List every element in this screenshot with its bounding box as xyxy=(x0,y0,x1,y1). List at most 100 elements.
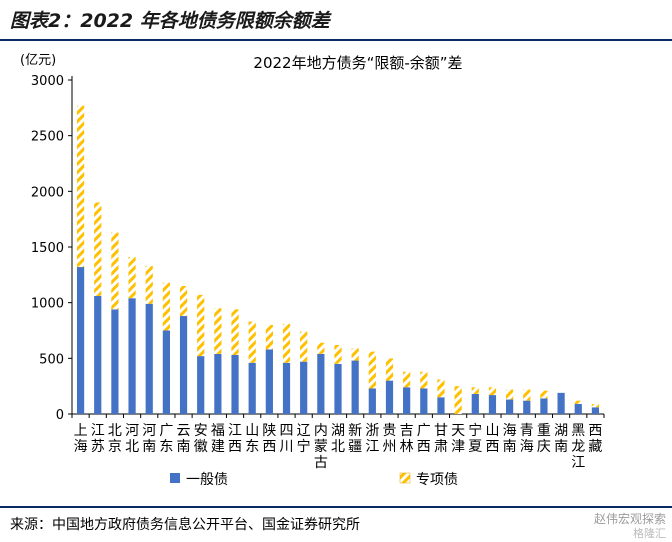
bar-general-3 xyxy=(128,298,136,414)
bar-general-1 xyxy=(94,295,102,414)
x-tick-label-14-1: 蒙 xyxy=(314,439,328,455)
bar-special-19 xyxy=(403,371,411,388)
x-tick-label-6-0: 云 xyxy=(177,423,191,439)
x-tick-label-10-1: 东 xyxy=(245,439,259,455)
x-tick-label-17-0: 浙 xyxy=(365,423,379,439)
x-tick-label-28-1: 南 xyxy=(554,439,568,455)
bar-general-14 xyxy=(317,353,325,414)
x-tick-label-5-1: 东 xyxy=(159,439,173,455)
bar-special-9 xyxy=(231,309,239,355)
y-tick-label: 3000 xyxy=(31,74,64,89)
stacked-bar-chart: 2022年地方债务“限额-余额”差 (亿元) 0 500 1000 1500 2000 250… xyxy=(20,53,605,488)
bar-special-20 xyxy=(420,371,428,389)
x-tick-label-29-0: 黑 xyxy=(571,423,585,439)
bar-general-10 xyxy=(248,362,256,414)
x-tick-label-4-0: 河 xyxy=(142,423,156,439)
y-tick-label: 0 xyxy=(56,408,64,423)
bar-special-14 xyxy=(317,342,325,354)
bar-special-2 xyxy=(111,232,119,310)
x-tick-label-3-0: 河 xyxy=(125,423,139,439)
x-tick-label-12-1: 川 xyxy=(280,439,294,455)
bar-special-27 xyxy=(540,390,548,399)
x-tick-label-30-0: 西 xyxy=(588,423,602,439)
title-rule xyxy=(0,39,672,41)
x-tick-label-19-0: 吉 xyxy=(400,423,414,439)
x-tick-label-14-2: 古 xyxy=(314,455,328,471)
x-tick-label-22-0: 天 xyxy=(451,423,465,439)
x-tick-label-21-0: 甘 xyxy=(434,423,448,439)
bar-general-7 xyxy=(197,356,205,414)
x-tick-label-27-0: 重 xyxy=(537,423,551,439)
x-tick-label-26-1: 海 xyxy=(520,439,534,455)
bar-general-20 xyxy=(420,388,428,414)
bar-special-22 xyxy=(454,386,462,414)
bar-special-0 xyxy=(76,105,85,268)
watermark-text-2: 格隆汇 xyxy=(633,527,666,540)
x-tick-label-15-0: 湖 xyxy=(331,423,345,439)
bar-special-30 xyxy=(591,403,600,408)
legend-label-general: 一般债 xyxy=(186,472,228,488)
bar-general-16 xyxy=(351,360,359,414)
x-tick-label-0-1: 海 xyxy=(74,439,88,455)
bar-special-24 xyxy=(488,387,497,396)
x-tick-label-26-0: 青 xyxy=(520,423,534,439)
bar-general-0 xyxy=(76,267,85,414)
x-tick-label-8-1: 建 xyxy=(211,439,225,455)
bar-special-15 xyxy=(334,344,342,364)
bar-special-7 xyxy=(197,294,205,357)
x-tick-label-28-0: 湖 xyxy=(554,423,568,439)
bar-special-3 xyxy=(128,257,136,299)
x-tick-label-22-1: 津 xyxy=(451,439,465,455)
bar-general-2 xyxy=(111,309,119,414)
x-tick-label-4-1: 南 xyxy=(142,439,156,455)
bar-general-6 xyxy=(179,316,188,414)
x-tick-label-5-0: 广 xyxy=(159,423,173,439)
bar-special-26 xyxy=(523,389,531,401)
x-tick-label-24-0: 山 xyxy=(485,423,499,439)
y-tick-label: 500 xyxy=(39,352,64,367)
x-tick-label-9-0: 江 xyxy=(228,423,242,439)
bar-special-4 xyxy=(145,265,153,304)
bar-special-25 xyxy=(506,389,514,400)
x-tick-label-19-1: 林 xyxy=(400,439,414,455)
x-tick-label-11-0: 陕 xyxy=(262,423,276,439)
x-tick-label-18-1: 州 xyxy=(382,439,396,455)
bar-general-17 xyxy=(368,388,376,414)
x-tick-label-7-0: 安 xyxy=(194,423,208,439)
y-tick-label: 1000 xyxy=(31,297,64,312)
bar-special-12 xyxy=(282,323,291,363)
bar-general-30 xyxy=(591,407,600,414)
bar-general-24 xyxy=(488,395,497,414)
x-tick-label-9-1: 西 xyxy=(228,439,242,455)
bar-general-13 xyxy=(300,361,308,414)
x-tick-label-15-1: 北 xyxy=(331,439,345,455)
x-tick-label-29-2: 江 xyxy=(571,455,585,471)
bar-special-18 xyxy=(385,358,394,381)
x-tick-label-23-0: 宁 xyxy=(468,422,482,439)
x-tick-label-20-1: 西 xyxy=(417,439,431,455)
bar-special-1 xyxy=(94,202,102,296)
x-tick-label-16-1: 疆 xyxy=(348,439,362,455)
x-tick-label-24-1: 西 xyxy=(485,439,499,455)
legend-swatch-general xyxy=(170,473,180,483)
bar-general-11 xyxy=(265,349,273,414)
bar-general-25 xyxy=(506,399,514,414)
bar-general-5 xyxy=(162,330,170,414)
x-tick-label-11-1: 西 xyxy=(262,439,276,455)
bar-general-26 xyxy=(523,400,531,414)
y-tick-label: 2500 xyxy=(31,130,64,145)
x-tick-label-8-0: 福 xyxy=(211,423,225,439)
watermark-text: 赵伟宏观探索 xyxy=(593,512,666,526)
x-tick-label-25-0: 海 xyxy=(503,423,517,439)
bar-special-23 xyxy=(471,387,479,394)
bar-general-4 xyxy=(145,303,153,414)
bar-special-13 xyxy=(300,331,308,362)
source-rule xyxy=(0,506,672,508)
x-tick-label-6-1: 南 xyxy=(177,439,191,455)
x-tick-label-20-0: 广 xyxy=(417,423,431,439)
bar-general-29 xyxy=(574,403,582,414)
x-tick-label-12-0: 四 xyxy=(280,423,294,439)
x-tick-label-3-1: 北 xyxy=(125,439,139,455)
y-tick-label: 1500 xyxy=(31,241,64,256)
bar-special-21 xyxy=(437,379,445,398)
